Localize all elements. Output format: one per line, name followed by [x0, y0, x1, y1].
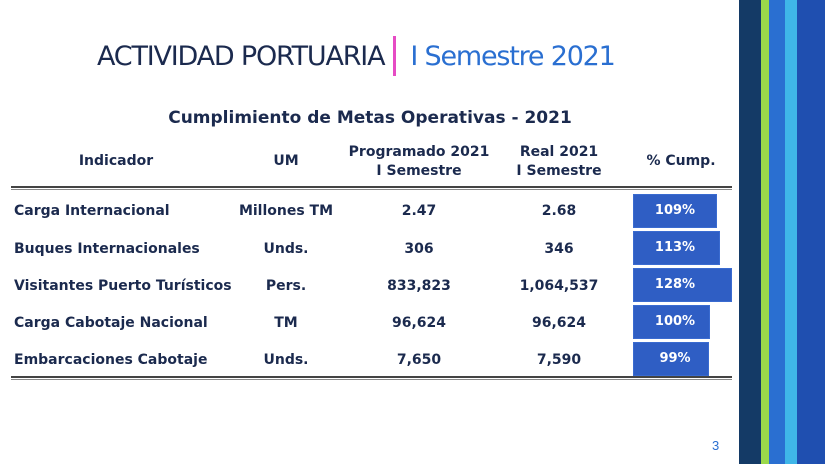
stripe-2 [761, 0, 769, 464]
col-header-planned-line1: Programado 2021 [348, 144, 490, 160]
table-title: Cumplimiento de Metas Operativas - 2021 [168, 108, 572, 128]
row-3-unit: Pers. [265, 278, 307, 294]
row-4-compliance-bar: 100% [632, 304, 711, 340]
row-4-planned: 96,624 [391, 315, 447, 331]
row-3-planned: 833,823 [387, 278, 451, 294]
row-5-compliance: 99% [659, 351, 691, 366]
col-header-actual-line1: Real 2021 [519, 144, 599, 160]
table-header-rule [11, 186, 732, 188]
stripe-1 [739, 0, 761, 464]
row-4-indicator: Carga Cabotaje Nacional [14, 315, 208, 331]
row-5-compliance-bar: 99% [632, 341, 710, 377]
row-2-compliance: 113% [654, 240, 696, 255]
page-number: 3 [712, 438, 720, 453]
col-header-indicator: Indicador [78, 153, 154, 169]
table-bottom-rule [11, 376, 732, 378]
row-1-indicator: Carga Internacional [14, 203, 170, 219]
col-header-planned: Programado 2021 I Semestre [348, 143, 490, 181]
row-4-compliance: 100% [654, 314, 696, 329]
slide-title: ACTIVIDAD PORTUARIA I Semestre 2021 [97, 34, 616, 78]
row-1-unit: Millones TM [238, 203, 334, 219]
row-2-unit: Unds. [263, 241, 309, 257]
row-2-planned: 306 [404, 241, 434, 257]
row-3-compliance: 128% [654, 277, 696, 292]
row-3-compliance-bar: 128% [632, 267, 733, 303]
col-header-planned-line2: I Semestre [376, 163, 462, 179]
table-header-rule-thin [11, 189, 732, 190]
row-2-indicator: Buques Internacionales [14, 241, 200, 257]
row-2-compliance-bar: 113% [632, 230, 721, 266]
row-5-actual: 7,590 [536, 352, 582, 368]
row-2-actual: 346 [544, 241, 574, 257]
slide-title-main: ACTIVIDAD PORTUARIA [97, 40, 386, 72]
row-1-compliance-bar: 109% [632, 193, 718, 229]
row-5-indicator: Embarcaciones Cabotaje [14, 352, 208, 368]
stripe-4 [785, 0, 797, 464]
row-5-unit: Unds. [263, 352, 309, 368]
table-bottom-rule-thin [11, 379, 732, 380]
col-header-unit: UM [273, 153, 299, 169]
row-1-compliance: 109% [654, 203, 696, 218]
stripe-3 [769, 0, 785, 464]
row-4-unit: TM [274, 315, 298, 331]
row-1-actual: 2.68 [541, 203, 577, 219]
row-5-planned: 7,650 [396, 352, 442, 368]
col-header-actual-line2: I Semestre [516, 163, 602, 179]
decorative-stripes [739, 0, 825, 464]
stripe-5 [797, 0, 825, 464]
col-header-actual: Real 2021 I Semestre [500, 143, 618, 181]
row-4-actual: 96,624 [531, 315, 587, 331]
row-3-actual: 1,064,537 [519, 278, 599, 294]
row-1-planned: 2.47 [401, 203, 437, 219]
col-header-compliance: % Cump. [646, 153, 716, 169]
title-separator [393, 36, 397, 76]
row-3-indicator: Visitantes Puerto Turísticos [14, 278, 232, 294]
slide-title-sub: I Semestre 2021 [410, 40, 615, 72]
